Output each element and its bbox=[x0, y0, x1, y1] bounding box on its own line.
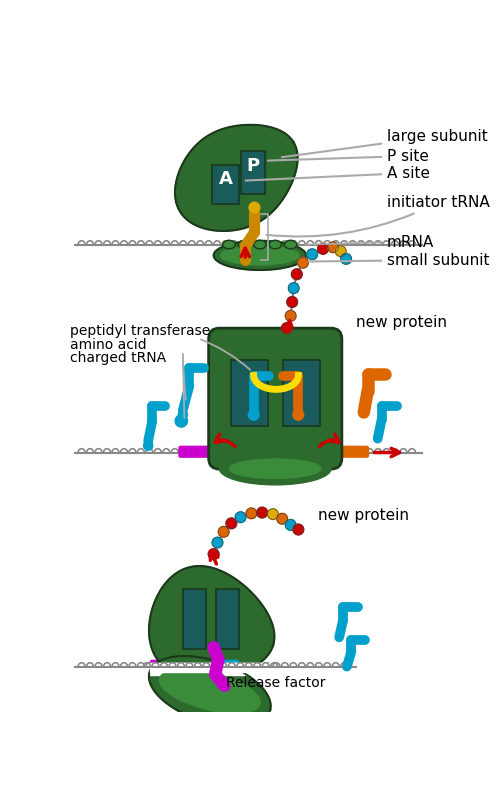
Bar bbox=[241, 151, 265, 194]
Circle shape bbox=[175, 414, 187, 427]
Bar bbox=[231, 360, 267, 426]
Circle shape bbox=[226, 518, 237, 529]
Text: new protein: new protein bbox=[356, 315, 447, 330]
FancyBboxPatch shape bbox=[211, 446, 264, 457]
Polygon shape bbox=[149, 566, 274, 679]
Circle shape bbox=[218, 526, 229, 538]
Circle shape bbox=[291, 269, 302, 280]
Text: Release factor: Release factor bbox=[226, 676, 326, 690]
Bar bbox=[212, 166, 239, 204]
Polygon shape bbox=[175, 125, 298, 231]
FancyBboxPatch shape bbox=[179, 446, 215, 457]
Text: charged tRNA: charged tRNA bbox=[70, 351, 166, 366]
Text: A site: A site bbox=[246, 166, 430, 181]
Circle shape bbox=[285, 519, 296, 530]
Text: new protein: new protein bbox=[318, 508, 408, 523]
Text: small subunit: small subunit bbox=[309, 253, 490, 267]
Ellipse shape bbox=[214, 241, 306, 270]
Ellipse shape bbox=[238, 240, 250, 249]
Circle shape bbox=[285, 310, 296, 322]
FancyBboxPatch shape bbox=[181, 661, 238, 671]
Ellipse shape bbox=[221, 246, 299, 265]
Text: mRNA: mRNA bbox=[387, 235, 434, 250]
Text: large subunit: large subunit bbox=[282, 129, 488, 158]
FancyBboxPatch shape bbox=[150, 661, 184, 671]
Circle shape bbox=[318, 243, 328, 254]
Ellipse shape bbox=[230, 459, 321, 478]
Ellipse shape bbox=[223, 240, 235, 249]
Circle shape bbox=[143, 441, 153, 450]
Circle shape bbox=[293, 410, 304, 420]
Circle shape bbox=[288, 282, 299, 294]
Circle shape bbox=[208, 549, 219, 559]
Polygon shape bbox=[159, 669, 260, 714]
Circle shape bbox=[307, 249, 318, 260]
Bar bbox=[150, 662, 270, 672]
Circle shape bbox=[328, 242, 338, 253]
Circle shape bbox=[235, 512, 246, 522]
Circle shape bbox=[249, 202, 260, 213]
Ellipse shape bbox=[284, 240, 297, 249]
Circle shape bbox=[335, 246, 346, 257]
Ellipse shape bbox=[220, 453, 331, 485]
Circle shape bbox=[246, 508, 257, 518]
Bar bbox=[183, 589, 206, 649]
Bar bbox=[283, 360, 320, 426]
Text: amino acid: amino acid bbox=[70, 338, 146, 351]
Bar bbox=[216, 589, 239, 649]
FancyBboxPatch shape bbox=[209, 328, 342, 469]
Ellipse shape bbox=[269, 240, 281, 249]
Circle shape bbox=[293, 524, 304, 535]
Circle shape bbox=[212, 538, 223, 548]
Polygon shape bbox=[149, 656, 271, 726]
Text: peptidyl transferase: peptidyl transferase bbox=[70, 324, 210, 338]
Text: initiator tRNA: initiator tRNA bbox=[266, 194, 490, 237]
FancyBboxPatch shape bbox=[319, 446, 369, 457]
Circle shape bbox=[257, 507, 267, 518]
FancyBboxPatch shape bbox=[261, 446, 322, 457]
Text: P site: P site bbox=[268, 149, 429, 163]
Circle shape bbox=[178, 410, 187, 419]
Circle shape bbox=[287, 297, 298, 307]
Circle shape bbox=[267, 509, 278, 519]
Ellipse shape bbox=[253, 240, 266, 249]
Text: A: A bbox=[219, 170, 233, 188]
Circle shape bbox=[298, 258, 308, 268]
Circle shape bbox=[277, 514, 287, 524]
Bar bbox=[150, 662, 270, 675]
Circle shape bbox=[341, 254, 352, 264]
Circle shape bbox=[249, 410, 259, 420]
Text: P: P bbox=[247, 158, 259, 175]
Circle shape bbox=[281, 322, 292, 334]
